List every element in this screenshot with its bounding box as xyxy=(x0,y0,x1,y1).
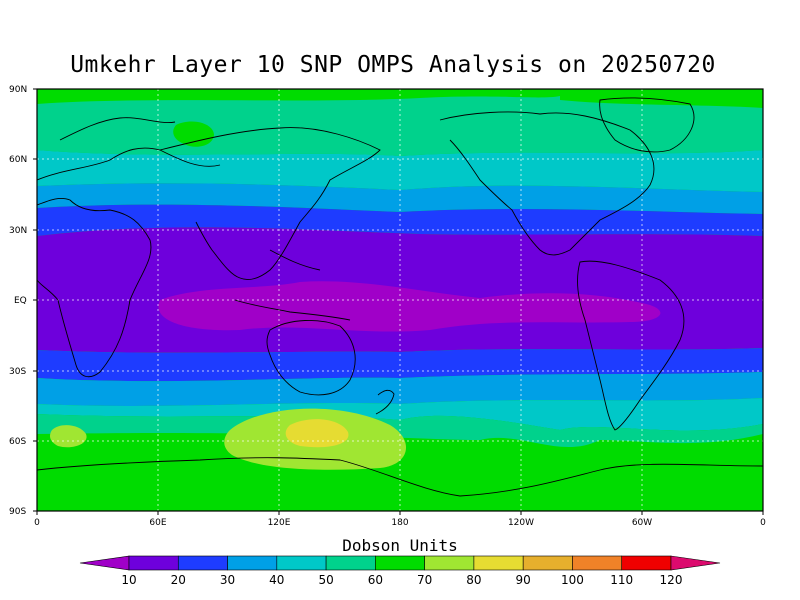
colorbar-tick-label: 50 xyxy=(318,573,333,587)
graticule xyxy=(37,89,763,511)
colorbar-box xyxy=(375,555,425,571)
colorbar-tick-label: 60 xyxy=(368,573,383,587)
lat-label-60n: 60N xyxy=(9,155,27,165)
lon-label-180: 180 xyxy=(391,518,408,528)
colorbar-tick-label: 110 xyxy=(610,573,633,587)
lon-label-0-end: 0 xyxy=(760,518,766,528)
colorbar-box xyxy=(522,555,573,571)
colorbar-box xyxy=(325,555,376,571)
colorbar-tick-label: 30 xyxy=(220,573,235,587)
lat-label-90n: 90N xyxy=(9,85,27,95)
colorbar-tick-label: 10 xyxy=(121,573,136,587)
colorbar-box xyxy=(572,555,623,571)
colorbar-box xyxy=(128,555,179,571)
colorbar-box xyxy=(424,555,475,571)
map-title: Umkehr Layer 10 SNP OMPS Analysis on 202… xyxy=(70,52,716,78)
colorbar-box xyxy=(621,555,672,571)
lon-label-0: 0 xyxy=(34,518,40,528)
colorbar-tick-label: 120 xyxy=(660,573,683,587)
colorbar: 10 20 30 40 50 60 70 80 90 100 110 120 xyxy=(79,555,721,587)
colorbar-tick-label: 40 xyxy=(269,573,284,587)
lat-label-eq: EQ xyxy=(14,296,27,306)
colorbar-box xyxy=(177,555,228,571)
colorbar-tick-label: 90 xyxy=(516,573,531,587)
colorbar-box xyxy=(227,555,278,571)
colorbar-tick-label: 100 xyxy=(561,573,584,587)
lon-label-120w: 120W xyxy=(508,518,534,528)
lat-label-30n: 30N xyxy=(9,226,27,236)
coastlines xyxy=(37,97,763,497)
lat-label-60s: 60S xyxy=(9,437,26,447)
axis-ticks xyxy=(33,88,764,515)
colorbar-box xyxy=(473,555,524,571)
lon-label-60w: 60W xyxy=(632,518,652,528)
colorbar-arrow-high xyxy=(670,555,721,571)
colorbar-tick-label: 20 xyxy=(171,573,186,587)
lat-label-30s: 30S xyxy=(9,367,26,377)
lat-label-90s: 90S xyxy=(9,507,26,517)
colorbar-box xyxy=(276,555,327,571)
colorbar-arrow-low xyxy=(79,555,130,571)
colorbar-tick-label: 70 xyxy=(417,573,432,587)
colorbar-units-label: Dobson Units xyxy=(342,536,458,555)
lon-label-60e: 60E xyxy=(149,518,166,528)
lon-label-120e: 120E xyxy=(268,518,291,528)
colorbar-tick-label: 80 xyxy=(466,573,481,587)
